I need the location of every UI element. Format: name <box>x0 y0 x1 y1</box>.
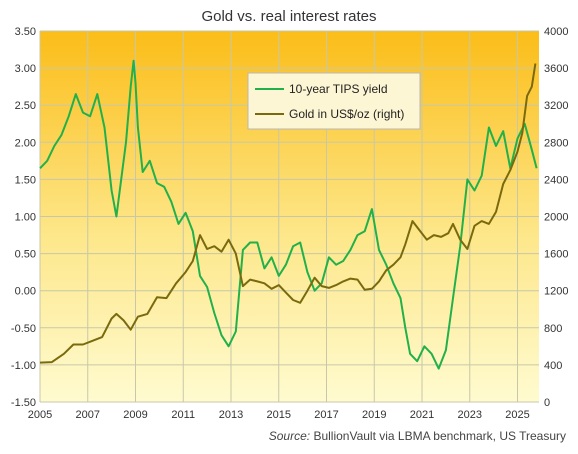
y-left-tick-label: -1.00 <box>11 360 36 372</box>
x-tick-label: 2023 <box>458 409 482 421</box>
source-label: Source: <box>269 429 310 443</box>
tips-yield-line <box>39 59 538 370</box>
y-left-tick-label: -1.50 <box>11 397 36 409</box>
y-left-tick-label: 2.00 <box>15 137 36 149</box>
source-text: BullionVault via LBMA benchmark, US Trea… <box>310 429 566 443</box>
y-left-tick-label: 0.00 <box>15 286 36 298</box>
y-right-tick-label: 3200 <box>544 100 568 112</box>
x-tick-label: 2025 <box>505 409 529 421</box>
y-left-tick-label: -0.50 <box>11 323 36 335</box>
x-tick-label: 2009 <box>123 409 147 421</box>
legend-box <box>247 72 421 130</box>
x-tick-label: 2005 <box>28 409 52 421</box>
y-left-tick-label: 3.50 <box>15 26 36 38</box>
source-note: Source: BullionVault via LBMA benchmark,… <box>269 429 566 443</box>
x-tick-label: 2015 <box>267 409 291 421</box>
y-right-tick-label: 3600 <box>544 63 568 75</box>
x-tick-label: 2013 <box>219 409 243 421</box>
x-tick-label: 2019 <box>362 409 386 421</box>
y-right-tick-label: 1200 <box>544 286 568 298</box>
y-right-tick-label: 400 <box>544 360 562 372</box>
x-tick-label: 2011 <box>171 409 195 421</box>
x-axis-ticks: 2005 2007 2009 2011 2013 2015 2017 2019 2021 2023… <box>28 409 530 421</box>
y-right-tick-label: 1600 <box>544 249 568 261</box>
y-right-tick-label: 2000 <box>544 212 568 224</box>
series-layer <box>39 59 538 370</box>
x-tick-label: 2021 <box>410 409 434 421</box>
x-tick-label: 2007 <box>76 409 100 421</box>
y-right-tick-label: 2800 <box>544 137 568 149</box>
y-right-tick-label: 0 <box>544 397 550 409</box>
y-left-tick-label: 2.50 <box>15 100 36 112</box>
y-right-tick-label: 2400 <box>544 174 568 186</box>
y-right-tick-label: 800 <box>544 323 562 335</box>
y-right-tick-label: 4000 <box>544 26 568 38</box>
chart-title: Gold vs. real interest rates <box>201 8 376 25</box>
y-left-tick-label: 1.50 <box>15 174 36 186</box>
x-tick-label: 2017 <box>314 409 338 421</box>
gold-price-line <box>39 63 537 364</box>
y-left-tick-label: 3.00 <box>15 63 36 75</box>
y-left-tick-label: 0.50 <box>15 249 36 261</box>
legend: 10-year TIPS yield Gold in US$/oz (right… <box>247 72 421 130</box>
left-axis-ticks: 3.50 3.00 2.50 2.00 1.50 1.00 0.50 0.00 -0.50 -1.… <box>11 26 36 409</box>
legend-label-gold: Gold in US$/oz (right) <box>289 107 404 121</box>
y-left-tick-label: 1.00 <box>15 212 36 224</box>
legend-label-tips: 10-year TIPS yield <box>289 82 388 96</box>
